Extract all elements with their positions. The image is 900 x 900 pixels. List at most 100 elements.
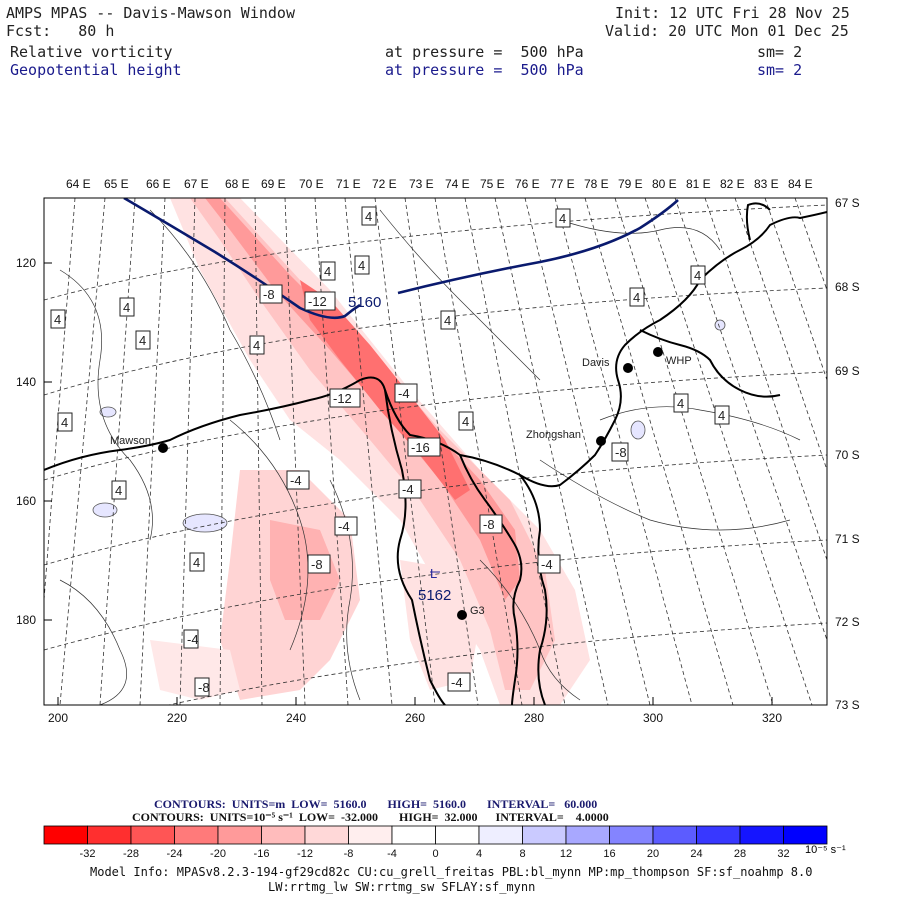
vort-label: -4 — [541, 557, 553, 572]
vort-label: 4 — [559, 211, 566, 226]
model-info-line1: Model Info: MPASv8.2.3-194-gf29cd82c CU:… — [90, 865, 813, 879]
lon-label: 74 E — [445, 177, 470, 191]
colorbar-swatch — [217, 825, 262, 845]
vort-label: -4 — [187, 632, 199, 647]
colorbar-swatch — [783, 825, 828, 845]
vort-label: 4 — [677, 396, 684, 411]
model-info-line2: LW:rrtmg_lw SW:rrtmg_sw SFLAY:sf_mynn — [268, 880, 536, 894]
vort-label: 4 — [444, 313, 451, 328]
field1-level: at pressure = 500 hPa — [385, 43, 584, 61]
colorbar-swatch — [87, 825, 132, 845]
valid-time: Valid: 20 UTC Mon 01 Dec 25 — [605, 22, 849, 40]
height-low-marker: L — [430, 566, 437, 581]
grid-x-label: 220 — [167, 711, 187, 725]
station-label-mawson: Mawson — [110, 435, 151, 447]
bottom-axis: 200 220 240 260 280 300 320 — [48, 711, 782, 725]
colorbar: -32 -28 -24 -20 -16 -12 -8 -4 0 4 8 12 16 20 24 28 32 — [43, 825, 828, 860]
colorbar-tick-label: -32 — [80, 848, 96, 860]
left-axis: 120 140 160 180 — [16, 256, 36, 627]
longitude-gridlines — [44, 198, 827, 705]
grid-y-label: 120 — [16, 256, 36, 270]
vort-label: 4 — [694, 268, 701, 283]
colorbar-swatch — [478, 825, 523, 845]
vorticity-shading — [150, 198, 590, 705]
vort-label: 4 — [358, 258, 365, 273]
vort-label: 4 — [633, 290, 640, 305]
colorbar-swatch — [609, 825, 654, 845]
colorbar-swatch — [43, 825, 88, 845]
vort-label: -4 — [402, 482, 414, 497]
lon-label: 72 E — [372, 177, 397, 191]
lat-label: 69 S — [835, 364, 860, 378]
station-label-whp: WHP — [666, 355, 692, 367]
colorbar-swatch — [304, 825, 349, 845]
vort-label: -4 — [290, 473, 302, 488]
stations: Mawson Davis WHP Zhongshan G3 — [110, 347, 692, 620]
colorbar-swatch — [739, 825, 784, 845]
vort-label: 4 — [115, 483, 122, 498]
station-marker-zhongshan — [596, 436, 606, 446]
lon-label: 69 E — [261, 177, 286, 191]
lat-label: 71 S — [835, 532, 860, 546]
colorbar-tick-label: -12 — [297, 848, 313, 860]
vort-label: -8 — [483, 517, 495, 532]
grid-x-label: 240 — [286, 711, 306, 725]
vort-label: 4 — [324, 264, 331, 279]
vorticity-contours — [59, 209, 801, 705]
lon-label: 75 E — [480, 177, 505, 191]
vort-label: -8 — [263, 287, 275, 302]
vort-label: 4 — [123, 300, 130, 315]
colorbar-tick-label: -4 — [387, 848, 397, 860]
colorbar-tick-label: 16 — [603, 848, 615, 860]
vort-label: -8 — [311, 557, 323, 572]
colorbar-tick-label: -20 — [210, 848, 226, 860]
lon-label: 81 E — [686, 177, 711, 191]
colorbar-swatch — [565, 825, 610, 845]
vort-label: -8 — [615, 445, 627, 460]
lon-label: 67 E — [184, 177, 209, 191]
colorbar-tick-label: 20 — [647, 848, 659, 860]
grid-y-label: 140 — [16, 375, 36, 389]
grid-x-label: 320 — [762, 711, 782, 725]
colorbar-swatch — [348, 825, 393, 845]
vort-label: 4 — [718, 408, 725, 423]
vorticity-positive-blobs — [92, 319, 726, 533]
vort-label: -4 — [451, 675, 463, 690]
field2-level: at pressure = 500 hPa — [385, 61, 584, 79]
colorbar-tick-label: -24 — [167, 848, 183, 860]
field1-name: Relative vorticity — [10, 43, 173, 61]
lon-label: 65 E — [104, 177, 129, 191]
lon-label: 78 E — [584, 177, 609, 191]
vort-label: 4 — [54, 312, 61, 327]
lon-label: 76 E — [515, 177, 540, 191]
grid-x-label: 300 — [643, 711, 663, 725]
vort-label: 4 — [139, 333, 146, 348]
grid-x-label: 280 — [524, 711, 544, 725]
grid-y-label: 160 — [16, 494, 36, 508]
field2-name: Geopotential height — [10, 61, 182, 79]
lat-label: 67 S — [835, 196, 860, 210]
colorbar-tick-label: 32 — [777, 848, 789, 860]
colorbar-swatch — [391, 825, 436, 845]
colorbar-swatch — [435, 825, 480, 845]
lat-label: 68 S — [835, 280, 860, 294]
grid-x-label: 200 — [48, 711, 68, 725]
top-axis: 64 E 65 E 66 E 67 E 68 E 69 E 70 E 71 E … — [66, 177, 813, 191]
vort-label: -12 — [333, 391, 352, 406]
plot-frame — [43, 197, 828, 706]
right-axis: 67 S 68 S 69 S 70 S 71 S 72 S 73 S — [835, 196, 860, 712]
vort-label: -8 — [198, 680, 210, 695]
height-label: 5160 — [348, 294, 381, 311]
colorbar-tick-label: -16 — [254, 848, 270, 860]
vort-label: -4 — [338, 519, 350, 534]
lon-label: 83 E — [754, 177, 779, 191]
height-label: 5162 — [418, 587, 451, 604]
lon-label: 79 E — [618, 177, 643, 191]
colorbar-tick-label: 12 — [560, 848, 572, 860]
colorbar-tick-label: -28 — [123, 848, 139, 860]
vort-label: -4 — [398, 386, 410, 401]
colorbar-tick-label: 8 — [519, 848, 525, 860]
lon-label: 82 E — [720, 177, 745, 191]
lon-label: 77 E — [550, 177, 575, 191]
lon-label: 66 E — [146, 177, 171, 191]
